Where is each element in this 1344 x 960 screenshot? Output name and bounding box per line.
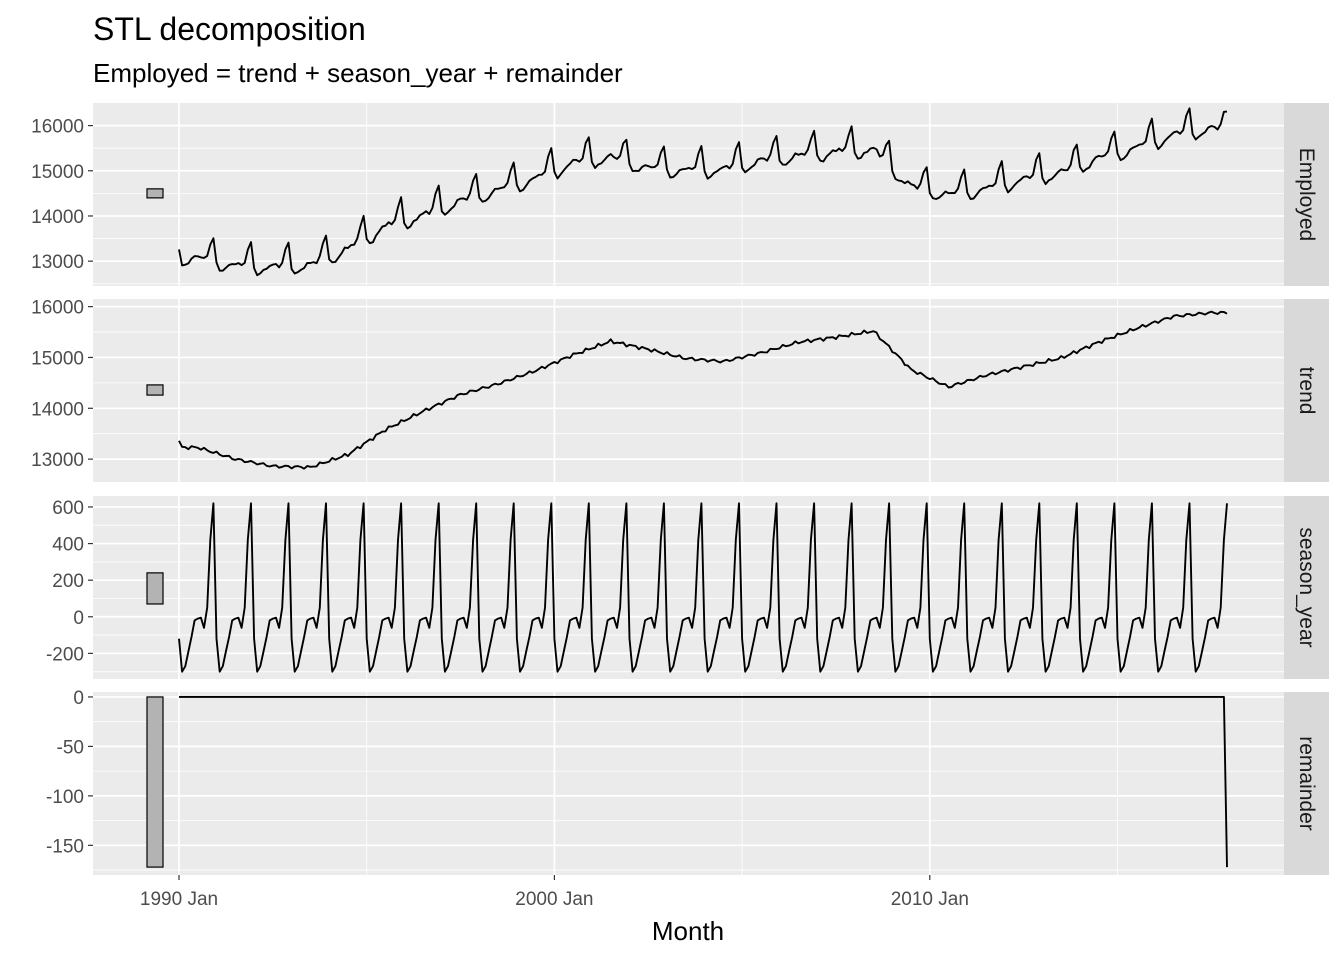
panel-trend: 13000 14000 15000 16000 trend: [31, 298, 1329, 482]
scale-bar: [146, 384, 164, 396]
panel-remainder: -150 -100 -50 0 remainder: [46, 688, 1329, 875]
y-tick-label: 600: [52, 498, 84, 519]
panel-background: [93, 496, 1284, 679]
x-axis-title: Month: [652, 916, 724, 946]
facet-strip: [1284, 496, 1329, 679]
x-tick-label: 2010 Jan: [891, 889, 969, 910]
y-tick-label: 16000: [31, 298, 84, 319]
panel-background: [93, 299, 1284, 482]
y-tick-label: 13000: [31, 252, 84, 273]
y-tick-label: 0: [73, 608, 84, 629]
y-tick-label: 0: [73, 688, 84, 709]
y-tick-label: 14000: [31, 207, 84, 228]
y-tick-label: 15000: [31, 348, 84, 369]
facet-strip-label: trend: [1295, 367, 1318, 415]
facet-strip: [1284, 692, 1329, 875]
x-axis: 1990 Jan 2000 Jan 2010 Jan: [140, 875, 969, 910]
panel-Employed: 13000 14000 15000 16000 Employed: [31, 103, 1329, 286]
y-tick-label: -100: [46, 787, 84, 808]
y-tick-label: -200: [46, 644, 84, 665]
x-tick-label: 2000 Jan: [515, 889, 593, 910]
panel-season_year: -200 0 200 400 600 season_year: [46, 496, 1329, 679]
facet-strip: [1284, 103, 1329, 286]
panel-background: [93, 103, 1284, 286]
chart-title: STL decomposition: [93, 11, 366, 47]
series-line-trend: [178, 310, 1228, 470]
facet-strip: [1284, 299, 1329, 482]
series-line-Employed: [178, 107, 1228, 277]
facet-strip-label: remainder: [1295, 736, 1318, 831]
x-tick-label: 1990 Jan: [140, 889, 218, 910]
facet-panels: 13000 14000 15000 16000 Employed 13000 14000 15…: [31, 103, 1329, 875]
series-line-remainder: [179, 695, 1228, 868]
y-tick-label: -150: [46, 836, 84, 857]
y-tick-label: 200: [52, 571, 84, 592]
y-tick-label: 400: [52, 535, 84, 556]
scale-bar: [146, 696, 164, 868]
facet-strip-label: season_year: [1295, 527, 1318, 647]
series-line-season_year: [178, 502, 1228, 673]
y-tick-label: 14000: [31, 399, 84, 420]
y-tick-label: 13000: [31, 450, 84, 471]
facet-strip-label: Employed: [1295, 148, 1318, 241]
scale-bar: [146, 188, 164, 199]
y-tick-label: -50: [57, 737, 84, 758]
chart-subtitle: Employed = trend + season_year + remaind…: [93, 58, 623, 88]
y-tick-label: 15000: [31, 162, 84, 183]
y-tick-label: 16000: [31, 117, 84, 138]
panel-background: [93, 692, 1284, 875]
scale-bar: [146, 572, 164, 605]
